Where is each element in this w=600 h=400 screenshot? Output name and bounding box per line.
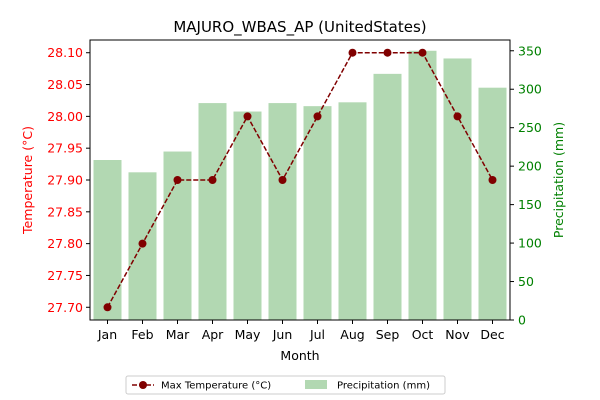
legend-box xyxy=(125,375,446,395)
line-group xyxy=(103,48,497,312)
temperature-point-mar xyxy=(173,176,182,184)
legend-line-marker xyxy=(139,381,147,389)
temperature-point-jun xyxy=(278,176,287,184)
left-tick-label: 28.05 xyxy=(47,77,83,92)
right-tick-label: 50 xyxy=(518,274,534,289)
temperature-point-dec xyxy=(488,176,497,184)
temperature-point-sep xyxy=(383,48,392,57)
x-tick-label: Sep xyxy=(376,327,400,342)
x-tick-label: Dec xyxy=(480,327,504,342)
left-tick-label: 27.70 xyxy=(47,300,83,315)
left-axis-ticks: 27.70 27.75 27.80 27.85 27.90 27.95 28.00 28.05… xyxy=(47,45,90,315)
x-tick-label: Oct xyxy=(412,327,434,342)
legend-label-temperature: Max Temperature (°C) xyxy=(161,381,271,392)
bar-may xyxy=(233,111,262,320)
bar-nov xyxy=(443,58,472,321)
bar-oct xyxy=(408,50,437,321)
right-tick-label: 200 xyxy=(518,159,542,174)
right-axis-ticks: 0 50 100 150 200 250 300 350 xyxy=(510,43,542,328)
bar-apr xyxy=(198,103,227,320)
x-tick-label: Aug xyxy=(340,327,364,342)
x-tick-label: Jun xyxy=(272,327,293,342)
legend-label-precipitation: Precipitation (mm) xyxy=(337,381,430,392)
temperature-point-aug xyxy=(348,48,357,57)
left-tick-label: 27.95 xyxy=(47,141,83,156)
legend: Max Temperature (°C) Precipitation (mm) xyxy=(125,375,446,395)
legend-bar-swatch xyxy=(305,380,327,389)
left-axis-label: Temperature (°C) xyxy=(20,126,35,235)
x-axis-label: Month xyxy=(280,348,319,363)
temperature-point-nov xyxy=(453,112,462,121)
temperature-point-feb xyxy=(138,239,147,248)
temperature-point-jan xyxy=(103,303,112,312)
left-tick-label: 27.75 xyxy=(47,268,83,283)
temperature-point-apr xyxy=(208,176,217,184)
temperature-point-may xyxy=(243,112,252,121)
x-tick-label: May xyxy=(235,327,261,342)
bar-dec xyxy=(478,87,507,320)
left-tick-label: 27.80 xyxy=(47,236,83,251)
bar-jul xyxy=(303,106,332,321)
x-tick-label: Apr xyxy=(202,327,224,342)
right-axis-label: Precipitation (mm) xyxy=(551,122,566,238)
bars-group xyxy=(93,50,507,321)
right-tick-label: 250 xyxy=(518,120,542,135)
right-tick-label: 0 xyxy=(518,313,526,328)
right-tick-label: 150 xyxy=(518,197,542,212)
left-tick-label: 28.00 xyxy=(47,109,83,124)
bar-jun xyxy=(268,103,297,320)
temperature-line xyxy=(106,51,494,308)
temperature-point-oct xyxy=(418,48,427,57)
bar-sep xyxy=(373,73,402,320)
temperature-point-jul xyxy=(313,112,322,121)
x-tick-label: Jul xyxy=(309,327,325,342)
right-tick-label: 100 xyxy=(518,236,542,251)
x-axis-ticks: Jan Feb Mar Apr May Jun Jul Aug Sep Oct Nov Dec xyxy=(97,320,505,342)
bar-aug xyxy=(338,102,367,320)
left-tick-label: 27.85 xyxy=(47,204,83,219)
x-tick-label: Mar xyxy=(166,327,190,342)
left-tick-label: 27.90 xyxy=(47,173,83,188)
right-tick-label: 300 xyxy=(518,82,542,97)
x-tick-label: Nov xyxy=(445,327,470,342)
right-tick-label: 350 xyxy=(518,43,542,58)
left-tick-label: 28.10 xyxy=(47,45,83,60)
x-tick-label: Jan xyxy=(97,327,117,342)
bar-jan xyxy=(93,160,122,320)
x-tick-label: Feb xyxy=(131,327,153,342)
chart-title: MAJURO_WBAS_AP (UnitedStates) xyxy=(173,18,426,37)
